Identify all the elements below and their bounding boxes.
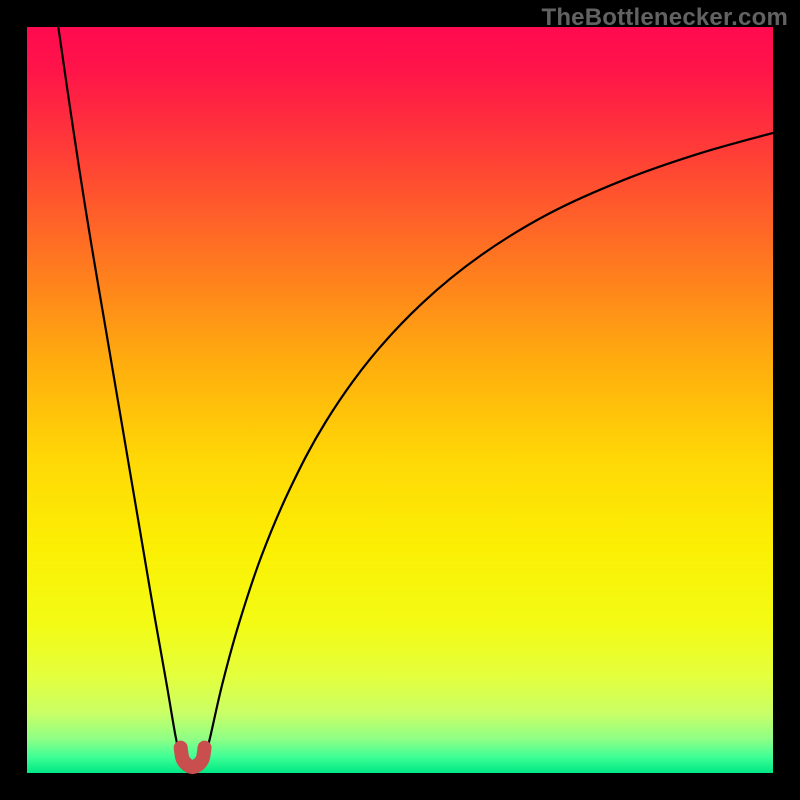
watermark-text: TheBottlenecker.com [541,4,788,32]
bottleneck-chart [0,0,800,800]
gradient-plot-area [27,27,773,773]
